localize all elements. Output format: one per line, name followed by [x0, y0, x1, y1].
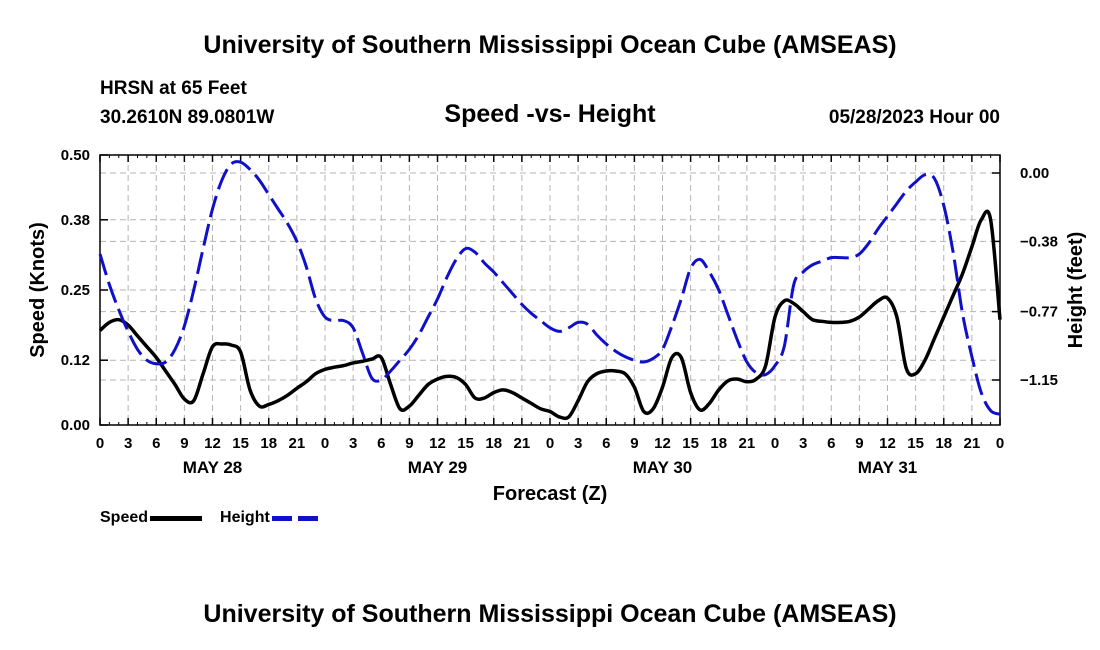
y2-axis-title: Height (feet): [1065, 232, 1087, 349]
legend-speed-label: Speed: [100, 509, 149, 526]
x-tick-label: 12: [879, 435, 896, 452]
series-height-line: [98, 160, 1001, 416]
x-tick-label: 9: [855, 435, 863, 452]
day-label: MAY 30: [633, 458, 693, 477]
x-tick-label: 21: [289, 435, 306, 452]
x-tick-label: 18: [260, 435, 277, 452]
legend-speed-swatch: [150, 515, 203, 521]
x-tick-label: 12: [204, 435, 221, 452]
y-tick-label: 0.50: [61, 147, 90, 164]
chart-legend: Speed Height: [100, 509, 342, 527]
station-label: HRSN at 65 Feet: [100, 78, 247, 99]
y2-tick-label: −1.15: [1020, 372, 1058, 389]
x-tick-label: 15: [232, 435, 249, 452]
x-tick-label: 3: [799, 435, 807, 452]
y-tick-label: 0.12: [61, 352, 90, 369]
forecast-datetime: 05/28/2023 Hour 00: [828, 107, 1000, 128]
x-tick-label: 9: [630, 435, 638, 452]
x-tick-label: 9: [180, 435, 188, 452]
x-tick-label: 15: [457, 435, 474, 452]
x-tick-label: 0: [321, 435, 329, 452]
chart-subtitle: Speed -vs- Height: [444, 100, 656, 128]
plot-frame: [99, 154, 1001, 426]
day-label: MAY 29: [408, 458, 468, 477]
x-tick-label: 15: [907, 435, 924, 452]
y2-tick-label: 0.00: [1020, 165, 1049, 182]
y-tick-label: 0.25: [61, 282, 90, 299]
x-tick-label: 18: [710, 435, 727, 452]
y2-tick-label: −0.38: [1020, 233, 1058, 250]
x-tick-label: 21: [964, 435, 981, 452]
x-axis-title: Forecast (Z): [493, 483, 607, 505]
y2-tick-label: −0.77: [1020, 304, 1058, 321]
x-tick-label: 18: [485, 435, 502, 452]
main-title: University of Southern Mississippi Ocean…: [203, 31, 897, 59]
y-tick-label: 0.38: [61, 212, 90, 229]
x-tick-label: 12: [654, 435, 671, 452]
x-tick-label: 0: [96, 435, 104, 452]
series-speed-line: [98, 209, 1002, 421]
legend-height-label: Height: [220, 509, 270, 526]
y-tick-label: 0.00: [61, 417, 90, 434]
footer-title: University of Southern Mississippi Ocean…: [203, 600, 897, 628]
x-tick-label: 6: [152, 435, 160, 452]
x-tick-label: 18: [935, 435, 952, 452]
x-tick-label: 6: [602, 435, 610, 452]
day-label: MAY 31: [858, 458, 918, 477]
x-tick-label: 6: [377, 435, 385, 452]
x-tick-label: 0: [996, 435, 1004, 452]
legend-height-swatch: [271, 515, 324, 521]
x-tick-label: 21: [514, 435, 531, 452]
y-axis-title: Speed (Knots): [27, 222, 49, 358]
x-tick-label: 21: [739, 435, 756, 452]
x-tick-label: 15: [682, 435, 699, 452]
x-tick-label: 0: [771, 435, 779, 452]
x-tick-label: 3: [349, 435, 357, 452]
x-tick-label: 3: [574, 435, 582, 452]
x-tick-label: 3: [124, 435, 132, 452]
day-label: MAY 28: [183, 458, 243, 477]
x-tick-label: 6: [827, 435, 835, 452]
x-tick-label: 0: [546, 435, 554, 452]
x-tick-label: 12: [429, 435, 446, 452]
coordinates-label: 30.2610N 89.0801W: [100, 107, 275, 128]
x-tick-label: 9: [405, 435, 413, 452]
